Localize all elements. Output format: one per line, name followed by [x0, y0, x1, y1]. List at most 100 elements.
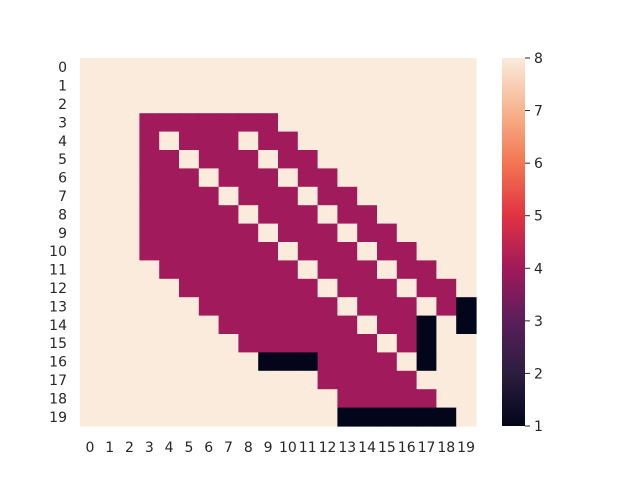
- heatmap-cell: [456, 94, 477, 114]
- heatmap-cell: [99, 113, 121, 133]
- heatmap-cell: [238, 297, 259, 317]
- heatmap-cell: [416, 242, 437, 261]
- heatmap-cell: [317, 94, 338, 114]
- heatmap-cell: [80, 297, 101, 317]
- heatmap-cell: [218, 58, 239, 77]
- heatmap-cell: [159, 352, 180, 372]
- heatmap-cell: [396, 352, 418, 372]
- heatmap-cell: [80, 370, 101, 390]
- heatmap-cell: [198, 131, 220, 151]
- heatmap-cell: [456, 260, 477, 280]
- heatmap-cell: [159, 168, 180, 188]
- heatmap-cell: [159, 113, 180, 133]
- heatmap-cell: [436, 76, 457, 96]
- heatmap-cell: [317, 131, 338, 151]
- heatmap-cell: [119, 94, 140, 114]
- heatmap-cell: [119, 223, 140, 243]
- heatmap-cell: [456, 370, 477, 390]
- heatmap-cell: [258, 334, 279, 353]
- heatmap-cell: [258, 352, 279, 372]
- heatmap-cell: [80, 260, 101, 280]
- heatmap-cell: [159, 94, 180, 114]
- heatmap-cell: [337, 76, 358, 96]
- heatmap-cell: [258, 315, 279, 335]
- heatmap-cell: [337, 389, 358, 409]
- y-tick-label: 16: [49, 355, 67, 371]
- heatmap-cell: [80, 407, 101, 427]
- heatmap-cell: [416, 113, 437, 133]
- heatmap-cell: [198, 407, 220, 427]
- heatmap-cell: [119, 260, 140, 280]
- heatmap-cell: [238, 94, 259, 114]
- heatmap-cell: [337, 242, 358, 261]
- heatmap-cell: [238, 186, 259, 206]
- heatmap-cell: [139, 334, 160, 353]
- heatmap-cell: [357, 186, 378, 206]
- heatmap-cell: [139, 242, 160, 261]
- heatmap-cell: [198, 186, 220, 206]
- heatmap-cell: [159, 315, 180, 335]
- heatmap-cell: [99, 370, 121, 390]
- heatmap-cell: [456, 278, 477, 298]
- heatmap-cell: [218, 278, 239, 298]
- heatmap-cell: [278, 131, 299, 151]
- heatmap-cell: [357, 389, 378, 409]
- heatmap-cell: [238, 76, 259, 96]
- y-tick-label: 17: [49, 373, 67, 389]
- heatmap-cell: [198, 334, 220, 353]
- heatmap-cell: [238, 242, 259, 261]
- heatmap-cell: [456, 168, 477, 188]
- heatmap-cell: [357, 94, 378, 114]
- heatmap-cell: [159, 131, 180, 151]
- heatmap-cell: [377, 352, 398, 372]
- y-tick-label: 10: [49, 244, 67, 260]
- heatmap-cell: [80, 113, 101, 133]
- x-tick-label: 11: [299, 440, 317, 456]
- heatmap-cell: [159, 76, 180, 96]
- heatmap-cell: [337, 278, 358, 298]
- heatmap-cell: [218, 168, 239, 188]
- y-tick-label: 19: [49, 410, 67, 426]
- heatmap-cell: [377, 113, 398, 133]
- heatmap-cell: [119, 278, 140, 298]
- heatmap-cell: [238, 150, 259, 169]
- heatmap-cell: [337, 315, 358, 335]
- heatmap-cell: [198, 223, 220, 243]
- heatmap-cell: [396, 58, 418, 77]
- x-tick-label: 10: [279, 440, 297, 456]
- heatmap-cell: [119, 315, 140, 335]
- heatmap-cell: [179, 131, 200, 151]
- heatmap-cell: [456, 113, 477, 133]
- heatmap-cell: [436, 150, 457, 169]
- heatmap-cell: [218, 131, 239, 151]
- heatmap-cell: [357, 58, 378, 77]
- heatmap-cell: [416, 334, 437, 353]
- heatmap-cell: [119, 242, 140, 261]
- heatmap-cell: [119, 407, 140, 427]
- heatmap-cell: [258, 168, 279, 188]
- heatmap-cell: [337, 58, 358, 77]
- heatmap-cell: [238, 223, 259, 243]
- heatmap-cell: [278, 389, 299, 409]
- heatmap-cell: [396, 205, 418, 225]
- heatmap-cell: [337, 334, 358, 353]
- colorbar-tick-label: 7: [534, 104, 543, 120]
- heatmap-cell: [436, 407, 457, 427]
- heatmap-cell: [80, 94, 101, 114]
- heatmap-cell: [317, 407, 338, 427]
- heatmap-cell: [377, 150, 398, 169]
- heatmap-cell: [198, 242, 220, 261]
- heatmap-cell: [456, 297, 477, 317]
- heatmap-cell: [80, 186, 101, 206]
- heatmap-cell: [456, 223, 477, 243]
- heatmap-cell: [416, 131, 437, 151]
- heatmap-cell: [258, 389, 279, 409]
- x-tick-label: 0: [85, 440, 94, 456]
- heatmap-cell: [198, 260, 220, 280]
- heatmap-cell: [218, 334, 239, 353]
- x-tick-label: 9: [264, 440, 273, 456]
- heatmap-cell: [357, 150, 378, 169]
- x-tick-label: 12: [319, 440, 337, 456]
- heatmap-cell: [357, 315, 378, 335]
- heatmap-cell: [456, 150, 477, 169]
